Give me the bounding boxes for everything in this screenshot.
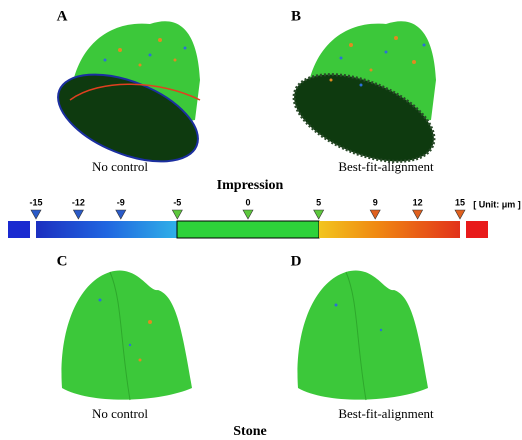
tick-marker [413,210,423,219]
panel-label: C [57,253,68,269]
render-c [61,271,192,400]
panel-label: D [291,253,302,269]
underflow-swatch [8,221,30,238]
panel-caption: No control [92,159,148,174]
tick-label: 15 [455,197,465,207]
tick-marker [455,210,465,219]
unit-label: [ Unit: μm ] [473,199,521,209]
render-a [46,21,210,179]
tick-label: -5 [173,197,181,207]
panel-label: B [291,8,301,24]
render-b [282,21,446,179]
tick-marker [370,210,380,219]
tick-label: 0 [245,197,250,207]
panel-label: A [57,8,68,24]
tick-label: 9 [373,197,378,207]
panel-caption: Best-fit-alignment [338,159,434,174]
tick-marker [31,210,41,219]
section-title: Impression [217,178,284,193]
bar-segment [36,221,177,238]
tick-label: -15 [29,197,42,207]
section-title: Stone [233,424,266,439]
tick-marker [243,210,253,219]
bar-segment [319,221,460,238]
tick-marker [116,210,126,219]
panel-caption: No control [92,406,148,421]
overflow-swatch [466,221,488,238]
panel-caption: Best-fit-alignment [338,406,434,421]
tick-marker [314,210,324,219]
tick-marker [73,210,83,219]
tick-label: -12 [72,197,85,207]
render-d [297,271,428,400]
bar-segment [177,221,319,238]
tick-label: 5 [316,197,321,207]
figure: A B C D No control Best-fit-alignment No… [0,0,522,440]
tick-label: -9 [117,197,125,207]
tick-label: 12 [413,197,423,207]
color-bar [8,221,488,238]
tick-marker [172,210,182,219]
